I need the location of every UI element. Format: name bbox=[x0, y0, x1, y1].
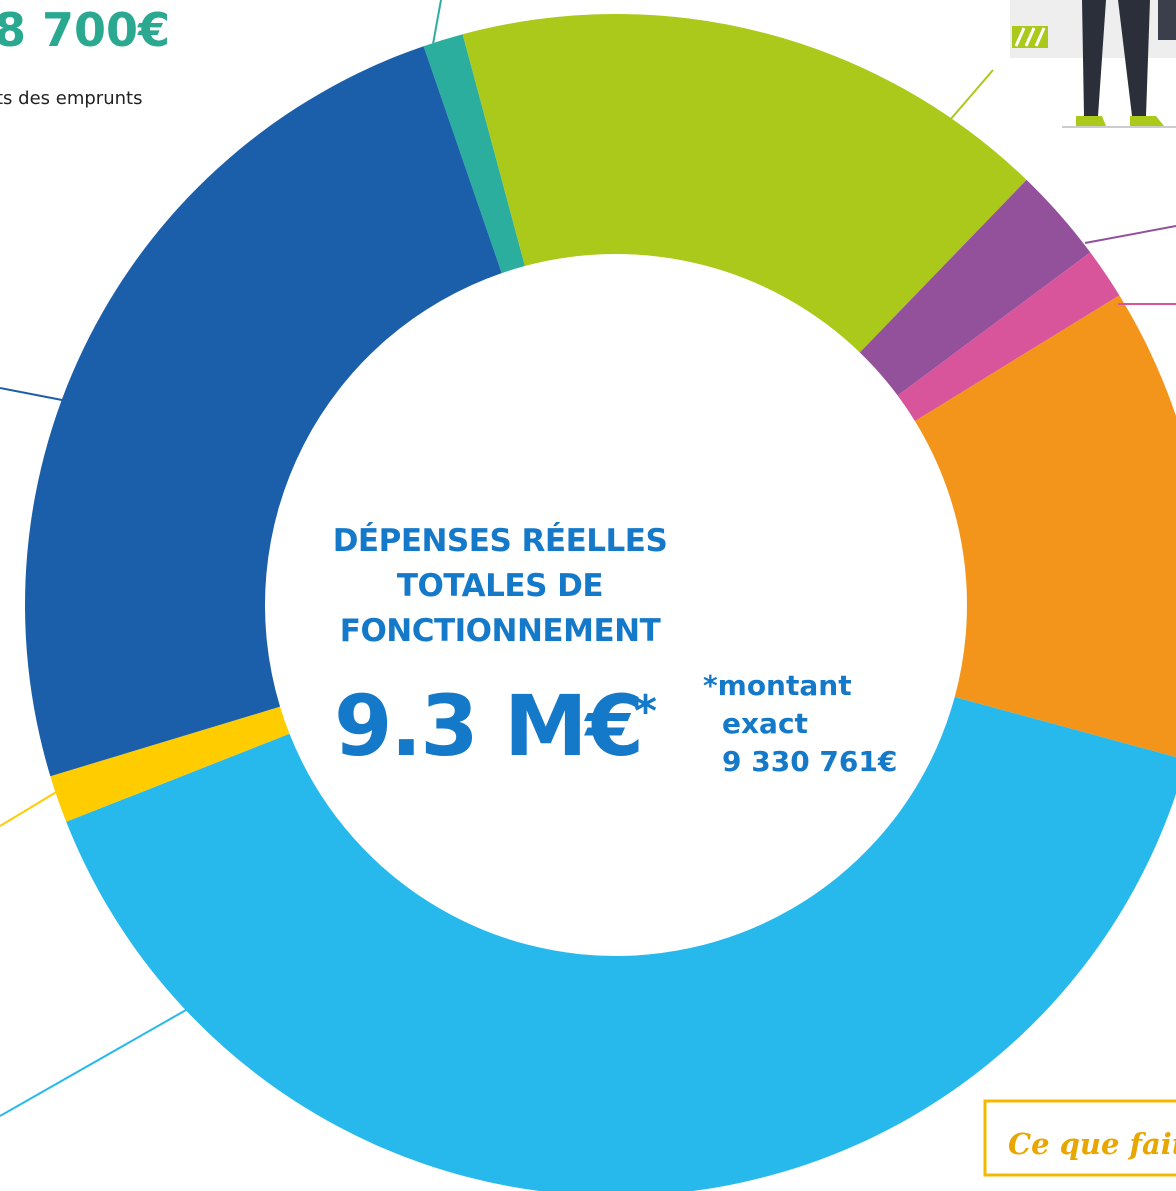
bag bbox=[1158, 0, 1176, 40]
note: ts des emprunts bbox=[0, 88, 142, 109]
shoe bbox=[1130, 116, 1164, 126]
leader-line bbox=[0, 1010, 186, 1116]
total: 9.3 M€ bbox=[334, 677, 642, 775]
shoe bbox=[1076, 116, 1106, 126]
center-title: TOTALES DE bbox=[397, 568, 603, 604]
amount: 8 700€ bbox=[0, 3, 170, 57]
leader-line bbox=[0, 388, 62, 400]
callout: Ce que fait bbox=[1008, 1127, 1176, 1161]
center-title: FONCTIONNEMENT bbox=[340, 613, 661, 649]
total-mark: * bbox=[634, 686, 657, 737]
leader-line bbox=[0, 791, 58, 826]
footnote: exact bbox=[722, 707, 808, 740]
illustration bbox=[1010, 0, 1176, 127]
infographic: 8 700€ ts des emprunts DÉPENSES RÉELLES … bbox=[0, 0, 1176, 1191]
leader-line bbox=[1085, 226, 1176, 243]
leader-line bbox=[950, 70, 993, 120]
footnote: *montant bbox=[703, 669, 852, 702]
donut-segment bbox=[25, 46, 502, 776]
center-title: DÉPENSES RÉELLES bbox=[333, 523, 668, 559]
leader-line bbox=[433, 0, 441, 44]
footnote: 9 330 761€ bbox=[722, 745, 897, 778]
